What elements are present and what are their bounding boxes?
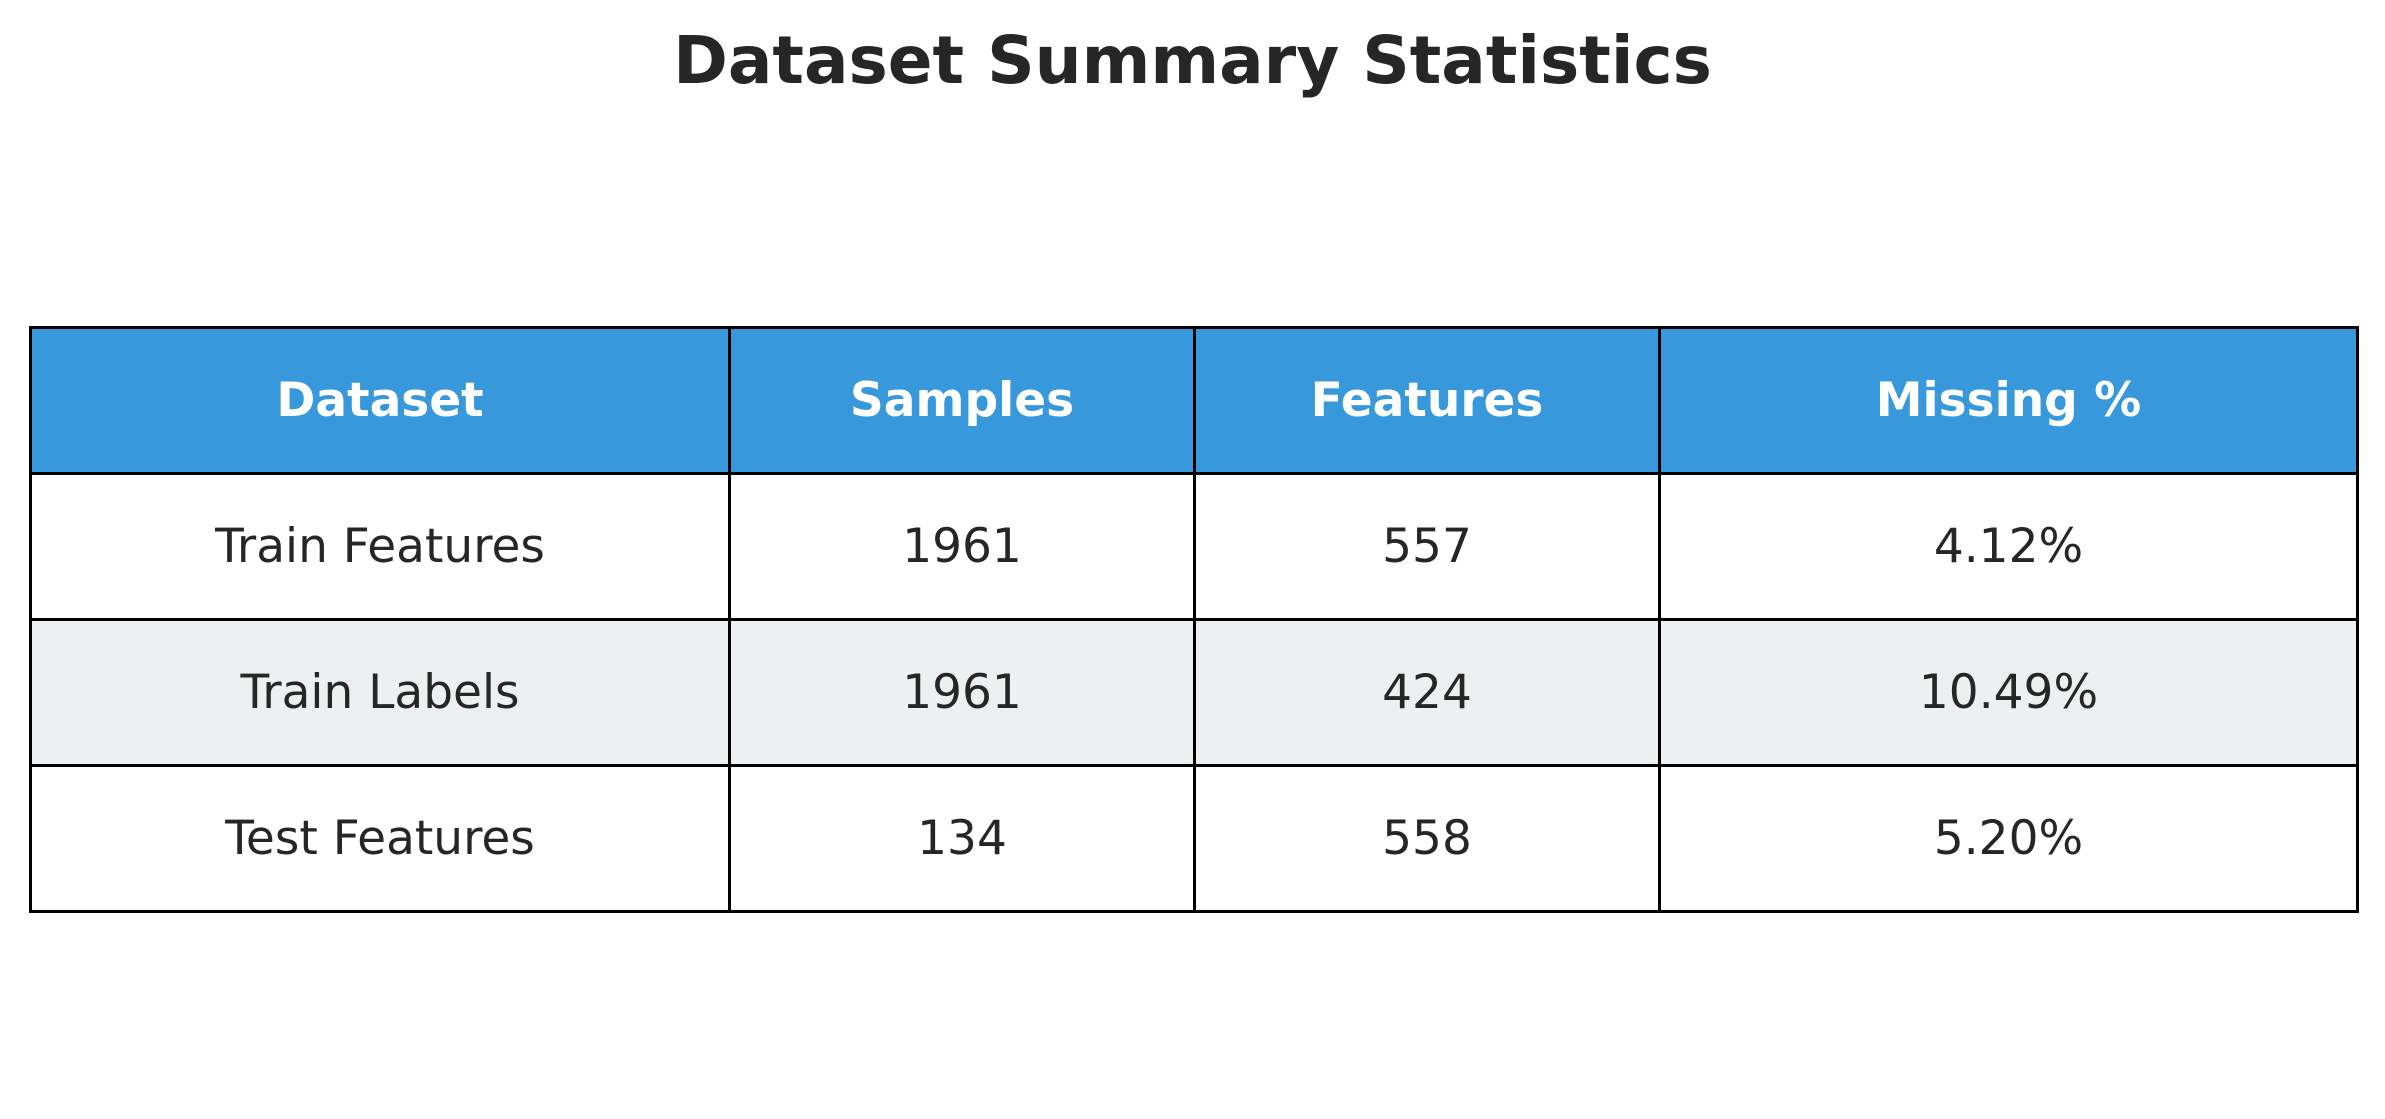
column-header-samples: Samples [728,326,1196,475]
cell-missing: 5.20% [1658,764,2359,913]
table-header-row: Dataset Samples Features Missing % [29,326,2359,475]
column-header-features: Features [1193,326,1661,475]
cell-samples: 1961 [728,618,1196,767]
column-header-dataset: Dataset [29,326,731,475]
chart-title: Dataset Summary Statistics [673,22,1712,99]
cell-dataset: Train Features [29,472,731,621]
cell-dataset: Train Labels [29,618,731,767]
cell-features: 558 [1193,764,1661,913]
cell-features: 557 [1193,472,1661,621]
cell-missing: 4.12% [1658,472,2359,621]
cell-features: 424 [1193,618,1661,767]
table-row: Train Labels 1961 424 10.49% [29,618,2359,767]
table-row: Train Features 1961 557 4.12% [29,472,2359,621]
cell-samples: 134 [728,764,1196,913]
cell-samples: 1961 [728,472,1196,621]
cell-dataset: Test Features [29,764,731,913]
cell-missing: 10.49% [1658,618,2359,767]
summary-table: Dataset Samples Features Missing % Train… [29,326,2359,913]
table-row: Test Features 134 558 5.20% [29,764,2359,913]
column-header-missing: Missing % [1658,326,2359,475]
